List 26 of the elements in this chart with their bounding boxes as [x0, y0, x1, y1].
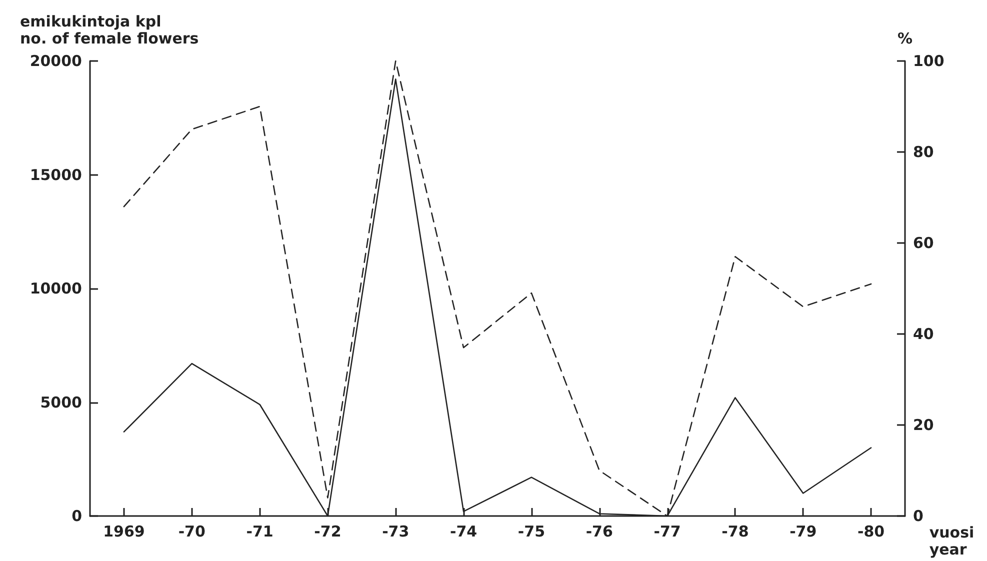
x-tick-label: -71	[246, 522, 274, 540]
x-tick-label: -73	[382, 522, 410, 540]
y2-tick-label: 100	[913, 52, 944, 70]
y-tick-label: 10000	[30, 280, 82, 298]
x-tick-label: -70	[178, 522, 206, 540]
y2-tick-label: 80	[913, 143, 934, 161]
x-tick-label: -75	[518, 522, 546, 540]
x-tick-label: -74	[450, 522, 478, 540]
y2-tick-label: 20	[913, 416, 934, 434]
y2-axis-title: %	[897, 30, 913, 48]
x-tick-label: -76	[586, 522, 613, 540]
x-tick-label: 1969	[103, 522, 145, 540]
y-tick-label: 15000	[30, 166, 82, 184]
y2-tick-label: 40	[913, 325, 934, 343]
y-tick-label: 20000	[30, 52, 82, 70]
x-tick-label: -77	[654, 522, 681, 540]
x-tick-label: -79	[790, 522, 817, 540]
y2-tick-label: 0	[913, 507, 924, 525]
x-axis-title: vuosi year	[929, 524, 974, 558]
y2-tick-label: 60	[913, 234, 934, 252]
x-tick-label: -78	[722, 522, 749, 540]
x-tick-label: -80	[857, 522, 885, 540]
x-tick-label: -72	[314, 522, 342, 540]
y-tick-label: 5000	[40, 393, 82, 412]
y-tick-label: 0	[72, 507, 82, 525]
y-axis-title: emikukintoja kpl no. of female flowers	[20, 12, 199, 48]
